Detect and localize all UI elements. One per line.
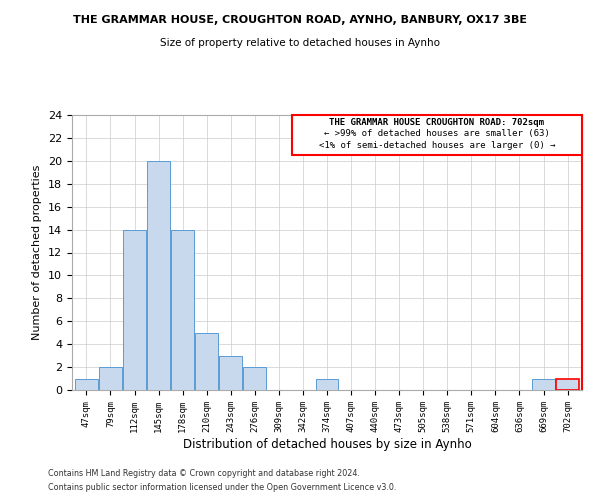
Text: THE GRAMMAR HOUSE, CROUGHTON ROAD, AYNHO, BANBURY, OX17 3BE: THE GRAMMAR HOUSE, CROUGHTON ROAD, AYNHO… <box>73 15 527 25</box>
Text: THE GRAMMAR HOUSE CROUGHTON ROAD: 702sqm: THE GRAMMAR HOUSE CROUGHTON ROAD: 702sqm <box>329 118 544 127</box>
Bar <box>123 230 146 390</box>
Bar <box>220 356 242 390</box>
Bar <box>147 161 170 390</box>
Bar <box>556 378 579 390</box>
X-axis label: Distribution of detached houses by size in Aynho: Distribution of detached houses by size … <box>182 438 472 450</box>
Y-axis label: Number of detached properties: Number of detached properties <box>32 165 43 340</box>
Bar <box>75 378 98 390</box>
Text: <1% of semi-detached houses are larger (0) →: <1% of semi-detached houses are larger (… <box>319 141 555 150</box>
Bar <box>195 332 218 390</box>
Bar <box>99 367 122 390</box>
Bar <box>532 378 555 390</box>
Bar <box>244 367 266 390</box>
Text: Contains public sector information licensed under the Open Government Licence v3: Contains public sector information licen… <box>48 484 397 492</box>
Bar <box>171 230 194 390</box>
Bar <box>316 378 338 390</box>
FancyBboxPatch shape <box>292 115 581 155</box>
Text: ← >99% of detached houses are smaller (63): ← >99% of detached houses are smaller (6… <box>324 130 550 138</box>
Text: Contains HM Land Registry data © Crown copyright and database right 2024.: Contains HM Land Registry data © Crown c… <box>48 468 360 477</box>
Text: Size of property relative to detached houses in Aynho: Size of property relative to detached ho… <box>160 38 440 48</box>
